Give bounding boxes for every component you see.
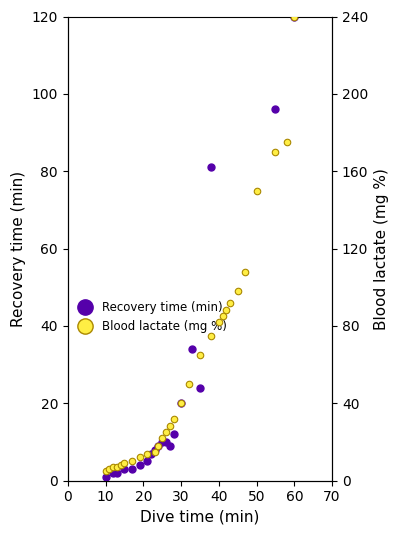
Point	[197, 351, 203, 359]
Point	[159, 434, 165, 442]
Point	[166, 422, 173, 431]
Point	[242, 267, 248, 276]
Point	[189, 345, 196, 353]
Point	[166, 442, 173, 450]
Point	[186, 379, 192, 388]
Point	[121, 465, 128, 473]
Point	[163, 428, 169, 436]
Y-axis label: Blood lactate (mg %): Blood lactate (mg %)	[374, 168, 389, 330]
Point	[197, 384, 203, 392]
Point	[208, 163, 214, 172]
Point	[129, 457, 135, 466]
Point	[110, 468, 116, 477]
Point	[152, 445, 158, 454]
Point	[272, 105, 279, 114]
Point	[291, 12, 298, 21]
Legend: Recovery time (min), Blood lactate (mg %): Recovery time (min), Blood lactate (mg %…	[71, 299, 229, 336]
Point	[144, 457, 150, 466]
Point	[152, 448, 158, 456]
Point	[148, 449, 154, 458]
Point	[102, 467, 109, 475]
Point	[144, 449, 150, 458]
Point	[227, 299, 233, 307]
Point	[102, 472, 109, 481]
Point	[163, 438, 169, 446]
Point	[178, 399, 184, 407]
X-axis label: Dive time (min): Dive time (min)	[140, 510, 260, 525]
Point	[284, 138, 290, 146]
Point	[106, 465, 112, 473]
Point	[136, 453, 143, 461]
Point	[170, 430, 177, 438]
Point	[272, 147, 279, 156]
Point	[155, 442, 162, 450]
Point	[208, 331, 214, 340]
Point	[159, 438, 165, 446]
Point	[291, 12, 298, 21]
Point	[219, 312, 226, 321]
Point	[253, 187, 260, 195]
Point	[118, 461, 124, 470]
Point	[114, 463, 120, 471]
Point	[136, 461, 143, 470]
Point	[234, 287, 241, 295]
Point	[121, 459, 128, 467]
Point	[129, 465, 135, 473]
Y-axis label: Recovery time (min): Recovery time (min)	[11, 170, 26, 326]
Point	[178, 399, 184, 407]
Point	[223, 306, 230, 315]
Point	[114, 468, 120, 477]
Point	[155, 442, 162, 450]
Point	[216, 318, 222, 326]
Point	[110, 463, 116, 471]
Point	[170, 414, 177, 423]
